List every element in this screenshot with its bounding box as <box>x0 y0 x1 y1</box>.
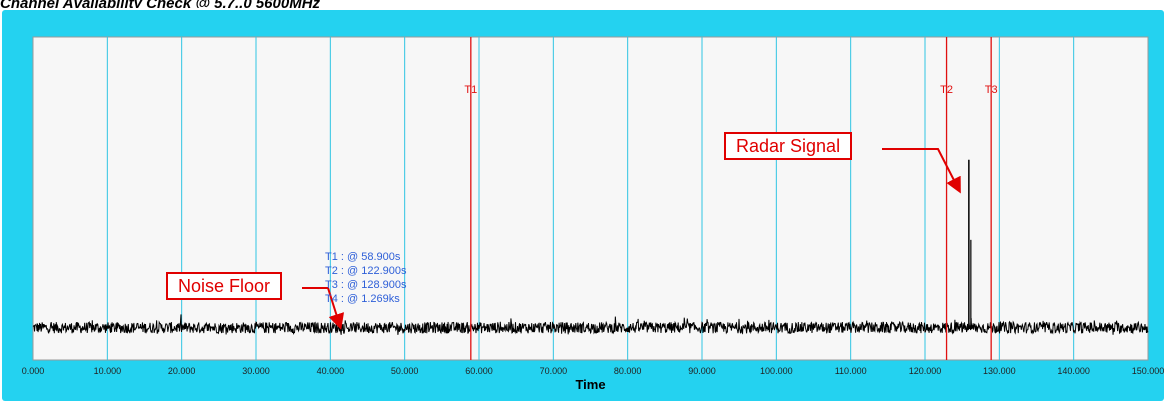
cursor-readout-t3: T3 : @ 128.900s <box>325 279 407 291</box>
x-tick-label: 120.000 <box>909 366 942 376</box>
x-tick-label: 50.000 <box>391 366 419 376</box>
cursor-readout-t2: T2 : @ 122.900s <box>325 265 407 277</box>
x-tick-label: 140.000 <box>1057 366 1090 376</box>
x-tick-label: 70.000 <box>540 366 568 376</box>
noise-floor-callout: Noise Floor <box>166 272 283 300</box>
cursor-readouts: T1 : @ 58.900s T2 : @ 122.900s T3 : @ 12… <box>325 250 407 306</box>
cursor-readout-t4: T4 : @ 1.269ks <box>325 293 400 305</box>
x-tick-label: 20.000 <box>168 366 196 376</box>
x-tick-label: 130.000 <box>983 366 1016 376</box>
x-tick-label: 80.000 <box>614 366 642 376</box>
page-title: Channel Availability Check @ 5.7..0 5600… <box>0 0 320 8</box>
cursor-label-t2: T2 <box>940 84 953 96</box>
plot-area <box>32 36 1149 361</box>
chart-frame: 0.000 10.000 20.000 30.000 40.000 50.000 60.00… <box>2 10 1164 401</box>
x-tick-label: 100.000 <box>760 366 793 376</box>
noise-trace <box>32 314 1149 335</box>
radar-signal-arrow <box>882 148 961 194</box>
x-tick-label: 90.000 <box>688 366 716 376</box>
x-axis-label: Time <box>575 377 605 392</box>
x-tick-label: 60.000 <box>465 366 493 376</box>
x-tick-label: 10.000 <box>94 366 122 376</box>
x-tick-label: 150.000 <box>1132 366 1164 376</box>
x-tick-label: 110.000 <box>835 366 867 376</box>
cursor-label-t1: T1 <box>464 84 477 96</box>
radar-signal-callout: Radar Signal <box>724 132 853 160</box>
x-tick-label: 30.000 <box>242 366 270 376</box>
x-tick-label: 0.000 <box>22 366 45 376</box>
noise-floor-arrow <box>302 287 345 330</box>
chart-svg: 0.000 10.000 20.000 30.000 40.000 50.000 60.00… <box>22 36 1164 392</box>
cursor-label-t3: T3 <box>985 84 998 96</box>
cursor-readout-t1: T1 : @ 58.900s <box>325 251 401 263</box>
x-tick-label: 40.000 <box>317 366 345 376</box>
